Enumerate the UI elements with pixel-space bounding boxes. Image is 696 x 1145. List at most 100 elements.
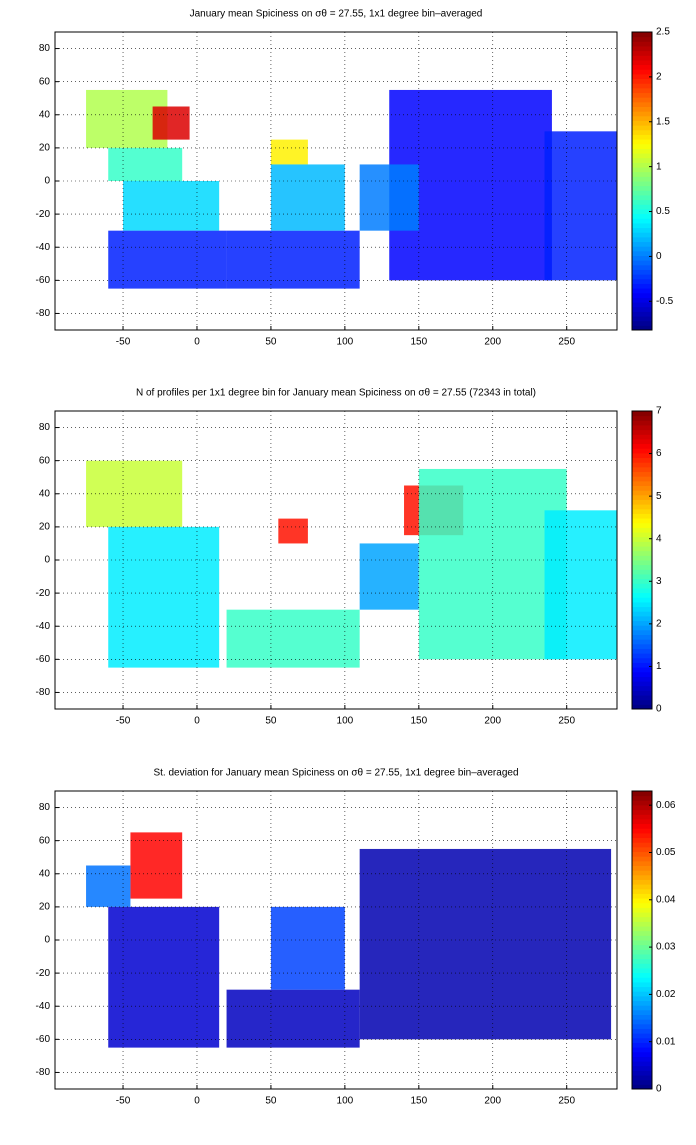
- colorbar-step: [632, 800, 652, 806]
- y-tick-label: -20: [36, 588, 51, 599]
- colorbar-step: [632, 1009, 652, 1015]
- colorbar-step: [632, 92, 652, 98]
- colorbar-step: [632, 434, 652, 440]
- axes-frame: [54, 410, 618, 710]
- colorbar-step: [632, 921, 652, 927]
- data-cell: [270, 164, 345, 231]
- data-cell: [130, 832, 183, 899]
- colorbar-step: [632, 814, 652, 820]
- colorbar-step: [632, 41, 652, 47]
- colorbar-step: [632, 926, 652, 932]
- colorbar-step: [632, 662, 652, 668]
- colorbar-step: [632, 292, 652, 298]
- colorbar-tick-label: 3: [656, 576, 662, 587]
- colorbar-frame: [631, 410, 653, 710]
- colorbar-step: [632, 78, 652, 84]
- colorbar-step: [632, 685, 652, 691]
- colorbar-step: [632, 532, 652, 538]
- y-tick-label: 40: [39, 868, 51, 879]
- colorbar-step: [632, 125, 652, 131]
- colorbar-step: [632, 204, 652, 210]
- colorbar-step: [632, 424, 652, 431]
- x-tick-label: 250: [558, 716, 575, 727]
- colorbar-step: [632, 129, 652, 135]
- colorbar-step: [632, 411, 652, 417]
- colorbar-step: [632, 171, 652, 177]
- colorbar-step: [632, 1033, 652, 1039]
- colorbar-step: [632, 1051, 652, 1057]
- colorbar-step: [632, 870, 652, 876]
- colorbar-step: [632, 967, 652, 974]
- colorbar-step: [632, 888, 652, 894]
- colorbar-step: [632, 73, 652, 80]
- colorbar-step: [632, 255, 652, 261]
- colorbar-step: [632, 930, 652, 936]
- colorbar-tick-label: 4: [656, 533, 662, 544]
- colorbar-step: [632, 832, 652, 839]
- y-tick-label: 0: [44, 555, 50, 566]
- colorbar-step: [632, 1037, 652, 1043]
- colorbar-frame: [631, 31, 653, 331]
- colorbar-step: [632, 606, 652, 612]
- x-tick-label: 250: [558, 1096, 575, 1107]
- y-tick-label: -60: [36, 1034, 51, 1045]
- colorbar-step: [632, 448, 652, 454]
- x-tick-label: -50: [116, 337, 131, 348]
- colorbar-step: [632, 250, 652, 256]
- y-tick-label: -60: [36, 654, 51, 665]
- axes-frame: [54, 31, 618, 331]
- colorbar-step: [632, 457, 652, 463]
- x-tick-label: 150: [410, 1096, 427, 1107]
- colorbar-step: [632, 264, 652, 270]
- colorbar-step: [632, 1079, 652, 1085]
- colorbar-step: [632, 536, 652, 542]
- y-tick-label: 60: [39, 76, 51, 87]
- colorbar-step: [632, 546, 652, 552]
- colorbar-step: [632, 940, 652, 946]
- colorbar-tick-label: 0: [656, 1084, 662, 1095]
- colorbar-step: [632, 185, 652, 191]
- colorbar-tick-label: 0.06: [656, 800, 676, 811]
- x-tick-label: 200: [484, 716, 501, 727]
- colorbar-step: [632, 851, 652, 857]
- colorbar-step: [632, 87, 652, 94]
- colorbar-step: [632, 106, 652, 112]
- colorbar-step: [632, 452, 652, 459]
- colorbar-step: [632, 1019, 652, 1025]
- y-tick-label: -60: [36, 275, 51, 286]
- data-cell: [108, 230, 227, 289]
- colorbar-step: [632, 615, 652, 622]
- y-tick-label: 20: [39, 522, 51, 533]
- colorbar-step: [632, 36, 652, 42]
- x-tick-label: 0: [194, 716, 200, 727]
- colorbar-step: [632, 977, 652, 983]
- colorbar-step: [632, 1065, 652, 1071]
- data-cell: [86, 865, 131, 907]
- data-cell: [86, 460, 183, 527]
- colorbar-step: [632, 1005, 652, 1011]
- colorbar-step: [632, 143, 652, 149]
- data-cell: [278, 518, 308, 544]
- y-tick-label: 40: [39, 488, 51, 499]
- colorbar-step: [632, 560, 652, 566]
- colorbar-tick-label: 7: [656, 406, 662, 417]
- colorbar-step: [632, 958, 652, 964]
- data-cell: [270, 906, 345, 990]
- data-cell: [544, 510, 617, 660]
- colorbar-step: [632, 963, 652, 969]
- colorbar-step: [632, 898, 652, 904]
- data-cell: [226, 989, 360, 1048]
- colorbar-step: [632, 522, 652, 528]
- colorbar-step: [632, 306, 652, 312]
- colorbar-step: [632, 611, 652, 617]
- colorbar-step: [632, 218, 652, 224]
- colorbar-step: [632, 485, 652, 491]
- colorbar-step: [632, 236, 652, 243]
- colorbar-step: [632, 518, 652, 524]
- colorbar-step: [632, 208, 652, 215]
- colorbar-step: [632, 278, 652, 284]
- colorbar-step: [632, 893, 652, 899]
- y-tick-label: -40: [36, 1001, 51, 1012]
- colorbar-step: [632, 50, 652, 56]
- colorbar-step: [632, 297, 652, 303]
